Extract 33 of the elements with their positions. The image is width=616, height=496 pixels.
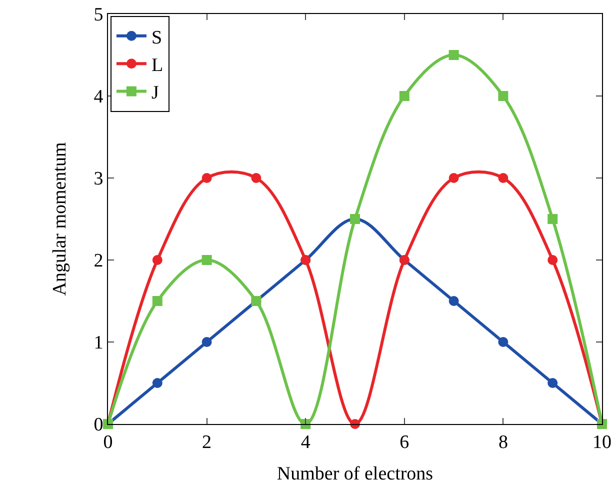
x-tick-label: 4 xyxy=(300,432,311,453)
point xyxy=(202,173,212,183)
point xyxy=(498,91,508,101)
x-tick-label: 6 xyxy=(400,432,410,453)
point xyxy=(498,337,508,347)
legend-label: S xyxy=(151,27,162,48)
point xyxy=(548,214,558,224)
legend-label: J xyxy=(151,82,159,104)
point xyxy=(202,255,212,265)
y-tick-label: 2 xyxy=(94,250,104,272)
point xyxy=(548,378,558,388)
x-axis-title: Number of electrons xyxy=(276,464,434,485)
point xyxy=(202,337,212,347)
point xyxy=(448,50,459,60)
point xyxy=(399,91,410,101)
y-tick-label: 3 xyxy=(94,168,104,190)
y-axis-title: Angular momentum xyxy=(50,142,71,296)
y-tick-label: 4 xyxy=(94,86,104,108)
point xyxy=(448,296,459,306)
point xyxy=(251,173,262,183)
y-tick-label: 1 xyxy=(94,332,104,354)
y-tick-label: 5 xyxy=(94,4,104,26)
point xyxy=(152,378,162,388)
point xyxy=(498,173,508,183)
x-tick-label: 2 xyxy=(202,432,212,453)
point xyxy=(152,255,162,265)
point xyxy=(448,173,459,183)
point xyxy=(548,255,558,265)
x-tick-label: 8 xyxy=(498,432,508,453)
x-tick-label: 10 xyxy=(592,432,612,453)
point xyxy=(152,296,162,306)
legend-label: L xyxy=(151,55,164,76)
y-tick-label: 0 xyxy=(94,414,104,436)
